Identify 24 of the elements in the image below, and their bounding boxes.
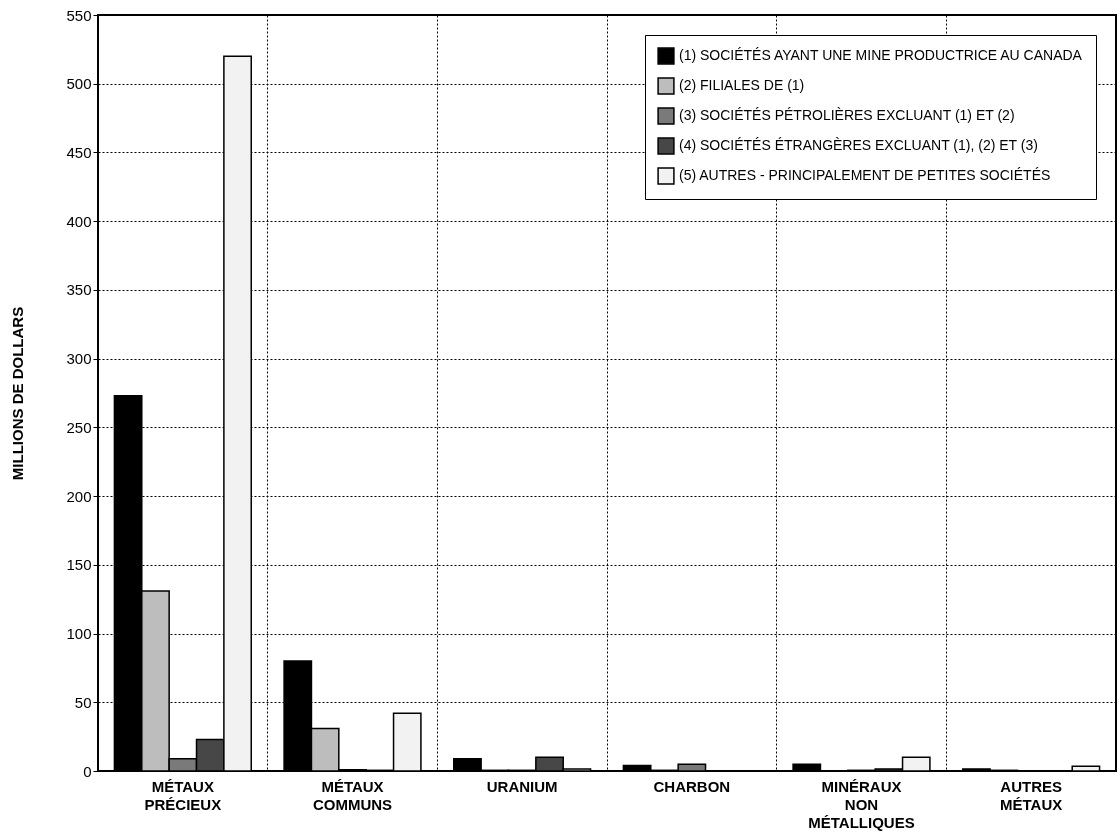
legend-label: (3) SOCIÉTÉS PÉTROLIÈRES EXCLUANT (1) ET (2) — [679, 107, 1015, 123]
y-tick-label: 450 — [66, 143, 92, 161]
y-tick-label: 300 — [66, 350, 92, 368]
x-tick-label: MÉTAUX PRÉCIEUX — [144, 777, 222, 813]
y-tick-label: 100 — [66, 625, 92, 643]
legend-label: (5) AUTRES - PRINCIPALEMENT DE PETITES SOCIÉTÉS — [679, 167, 1051, 183]
x-tick-label: MINÉRAUX NON MÉTALLIQUES — [808, 777, 915, 831]
legend-label: (1) SOCIÉTÉS AYANT UNE MINE PRODUCTRICE AU CANADA — [679, 47, 1083, 63]
y-tick-label: 0 — [83, 762, 92, 780]
y-tick-label: 200 — [66, 487, 92, 505]
x-tick-label: CHARBON — [653, 777, 731, 795]
y-tick-label: 150 — [66, 556, 92, 574]
legend-label: (2) FILIALES DE (1) — [679, 77, 805, 93]
y-axis-title: MILLIONS DE DOLLARS — [9, 306, 27, 481]
legend-label: (4) SOCIÉTÉS ÉTRANGÈRES EXCLUANT (1), (2) ET (3) — [679, 137, 1038, 153]
y-tick-label: 400 — [66, 212, 92, 230]
y-tick-label: 250 — [66, 418, 92, 436]
y-tick-label: 50 — [74, 693, 92, 711]
y-tick-label: 550 — [66, 6, 92, 24]
x-tick-label: MÉTAUX COMMUNS — [312, 777, 393, 813]
y-tick-label: 350 — [66, 281, 92, 299]
y-tick-label: 500 — [66, 75, 92, 93]
x-tick-label: URANIUM — [486, 777, 558, 795]
x-tick-label: AUTRES MÉTAUX — [1000, 777, 1063, 813]
